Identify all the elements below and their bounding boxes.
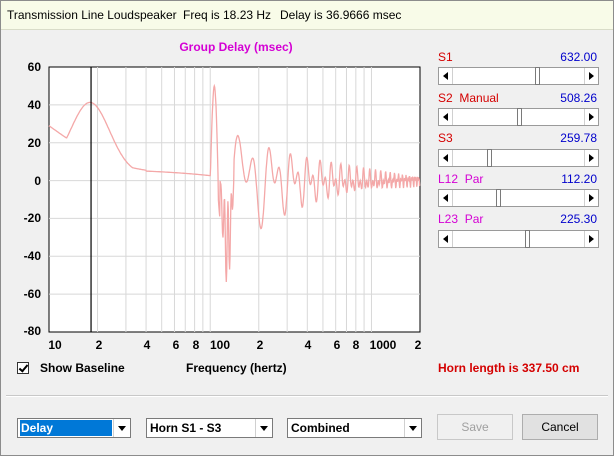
slider-s1-name: S1: [438, 50, 453, 64]
scroll-right-icon[interactable]: [584, 190, 598, 206]
slider-s3-thumb[interactable]: [487, 149, 492, 167]
title-bar: Transmission Line Loudspeaker Freq is 18…: [1, 1, 613, 30]
delay-readout: Delay is 36.9666 msec: [280, 8, 402, 22]
horn-range-value: Horn S1 - S3: [150, 421, 222, 435]
slider-l12-value: 112.20: [561, 172, 597, 186]
slider-s3[interactable]: [438, 149, 599, 167]
window-title: Transmission Line Loudspeaker: [7, 8, 177, 22]
x-tick-label: 100: [209, 338, 231, 352]
slider-s2-mode: Manual: [459, 91, 499, 105]
slider-l12[interactable]: [438, 189, 599, 207]
x-tick-label: 8: [352, 338, 360, 352]
slider-s3-name: S3: [438, 131, 453, 145]
scroll-left-icon[interactable]: [439, 231, 453, 247]
slider-s1[interactable]: [438, 67, 599, 85]
scroll-left-icon[interactable]: [439, 68, 453, 84]
slider-l12-name: L12: [438, 172, 459, 186]
chevron-down-icon[interactable]: [404, 419, 421, 437]
y-tick-label: 20: [27, 136, 41, 150]
slider-l12-label: L12 Par: [438, 172, 483, 186]
x-tick-label: 1000: [369, 338, 397, 352]
slider-s2[interactable]: [438, 108, 599, 126]
x-tick-label: 6: [333, 338, 341, 352]
group-delay-plot[interactable]: [1, 1, 613, 341]
slider-s2-name: S2: [438, 91, 453, 105]
scroll-left-icon[interactable]: [439, 190, 453, 206]
y-tick-label: 0: [34, 174, 41, 188]
divider: [6, 395, 608, 397]
x-tick-label: 10: [48, 338, 62, 352]
x-axis-label: Frequency (hertz): [186, 361, 287, 375]
x-tick-label: 6: [172, 338, 180, 352]
scroll-right-icon[interactable]: [584, 231, 598, 247]
show-baseline-label[interactable]: Show Baseline: [40, 361, 125, 375]
slider-l23-value: 225.30: [560, 212, 597, 226]
y-tick-label: -60: [23, 287, 41, 301]
y-tick-label: 40: [27, 98, 41, 112]
slider-l23-name: L23: [438, 212, 459, 226]
group-delay-curve: [48, 83, 421, 283]
scroll-right-icon[interactable]: [584, 68, 598, 84]
scroll-right-icon[interactable]: [584, 150, 598, 166]
slider-s2-label: S2 Manual: [438, 91, 499, 105]
slider-s1-label: S1: [438, 50, 453, 64]
slider-s2-value: 508.26: [560, 91, 597, 105]
slider-l23-thumb[interactable]: [525, 230, 530, 248]
slider-l12-thumb[interactable]: [496, 189, 501, 207]
slider-s3-value: 259.78: [560, 131, 597, 145]
slider-s1-thumb[interactable]: [535, 67, 540, 85]
plot-title: Group Delay (msec): [179, 40, 293, 54]
x-tick-label: 4: [143, 338, 151, 352]
scroll-left-icon[interactable]: [439, 150, 453, 166]
slider-l23[interactable]: [438, 230, 599, 248]
y-tick-label: -40: [23, 249, 41, 263]
x-tick-label: 4: [304, 338, 312, 352]
slider-s3-label: S3: [438, 131, 453, 145]
slider-l23-label: L23 Par: [438, 212, 483, 226]
save-button[interactable]: Save: [437, 414, 513, 440]
x-tick-label: 2: [95, 338, 103, 352]
plot-area[interactable]: [48, 66, 421, 333]
combine-mode-select[interactable]: Combined: [287, 418, 422, 438]
combine-mode-value: Combined: [291, 421, 350, 435]
show-baseline-checkbox[interactable]: [17, 362, 29, 374]
y-tick-label: -20: [23, 211, 41, 225]
chevron-down-icon[interactable]: [113, 419, 130, 437]
scroll-right-icon[interactable]: [584, 109, 598, 125]
slider-s1-value: 632.00: [560, 50, 597, 64]
horn-range-select[interactable]: Horn S1 - S3: [146, 418, 273, 438]
y-tick-label: -80: [23, 324, 41, 338]
y-tick-label: 60: [27, 60, 41, 74]
x-tick-label: 8: [192, 338, 200, 352]
slider-l12-mode: Par: [464, 172, 484, 186]
slider-s2-thumb[interactable]: [517, 108, 522, 126]
x-tick-label: 2: [256, 338, 264, 352]
frequency-readout: Freq is 18.23 Hz: [183, 8, 272, 22]
horn-length-text: Horn length is 337.50 cm: [438, 361, 580, 375]
scroll-left-icon[interactable]: [439, 109, 453, 125]
chevron-down-icon[interactable]: [255, 419, 272, 437]
plot-type-select[interactable]: Delay: [17, 418, 131, 438]
cancel-button[interactable]: Cancel: [522, 414, 598, 440]
plot-type-value: Delay: [20, 420, 112, 436]
plot-grid: [49, 67, 420, 332]
x-tick-label: 2: [414, 338, 422, 352]
slider-l23-mode: Par: [464, 212, 484, 226]
